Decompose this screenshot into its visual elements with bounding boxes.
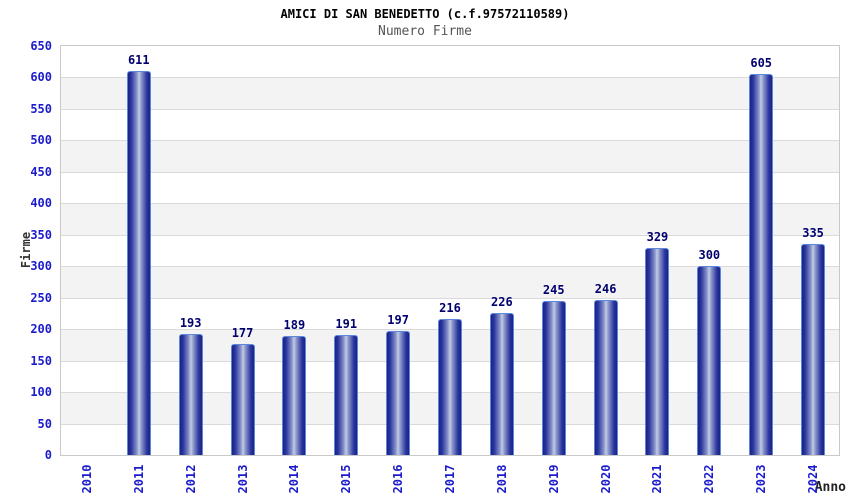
x-tick-label: 2020	[598, 464, 613, 494]
y-tick-label: 250	[30, 290, 52, 305]
y-tick-label: 450	[30, 164, 52, 179]
x-tick-label: 2021	[650, 464, 665, 494]
gridline	[61, 266, 839, 268]
gridline	[61, 140, 839, 142]
x-tick-label: 2011	[131, 464, 146, 494]
grid-band	[61, 203, 839, 235]
bar-value-label: 177	[231, 325, 254, 340]
gridline	[61, 297, 839, 299]
bar-value-label: 216	[439, 301, 461, 316]
grid-band	[61, 266, 839, 298]
bar-2023	[749, 74, 774, 455]
bar-value-label: 197	[387, 313, 409, 328]
x-tick-label: 2019	[546, 464, 561, 494]
x-tick-label: 2012	[183, 464, 198, 494]
x-tick-label: 2013	[235, 464, 250, 494]
bar-value-label: 193	[179, 315, 202, 330]
grid-band	[61, 234, 839, 267]
bar-2021	[645, 247, 670, 455]
bar-2018	[489, 312, 514, 455]
bar-2016	[386, 331, 411, 455]
grid-band	[61, 140, 839, 172]
y-tick-label: 600	[30, 70, 52, 85]
bar-2014	[282, 336, 307, 455]
bar-value-label: 329	[646, 229, 669, 244]
x-tick-label: 2014	[287, 464, 302, 494]
grid-band	[61, 108, 839, 141]
x-tick-label: 2024	[806, 464, 821, 494]
chart-subtitle: Numero Firme	[378, 24, 472, 39]
y-tick-label: 0	[44, 448, 52, 462]
y-tick-label: 300	[30, 259, 52, 274]
bar-value-label: 191	[335, 316, 358, 331]
bar-value-label: 189	[283, 318, 306, 333]
x-axis-title: Anno	[814, 480, 846, 495]
bar-value-label: 611	[127, 52, 150, 67]
x-tick-label: 2022	[702, 464, 717, 494]
y-tick-label: 350	[30, 227, 52, 242]
y-tick-label: 100	[30, 385, 52, 400]
bar-2012	[178, 333, 203, 455]
y-tick-label: 400	[30, 196, 52, 211]
x-tick-label: 2023	[754, 464, 769, 494]
x-tick-label: 2016	[391, 464, 406, 494]
y-tick-label: 150	[30, 353, 52, 368]
bar-2011	[126, 70, 151, 455]
x-tick-label: 2018	[494, 464, 509, 494]
chart-title: AMICI DI SAN BENEDETTO (c.f.97572110589)	[280, 7, 570, 21]
bar-2024	[801, 244, 826, 455]
bar-2020	[593, 300, 618, 455]
bar-2013	[230, 343, 255, 455]
bar-2022	[697, 266, 722, 455]
gridline	[61, 203, 839, 205]
bar-2019	[541, 300, 566, 455]
bar-value-label: 300	[698, 248, 721, 263]
bar-value-label: 335	[802, 226, 824, 241]
bar-value-label: 605	[750, 56, 773, 71]
plot-area: 611 193 177 189 191 197 216 226 245 246 329 300 605 3…	[60, 45, 840, 456]
bar-2017	[438, 319, 462, 455]
gridline	[61, 108, 839, 110]
y-tick-label: 650	[30, 39, 52, 53]
y-tick-label: 50	[37, 416, 52, 431]
x-tick-label: 2017	[443, 464, 457, 494]
gridline	[61, 77, 839, 79]
gridline	[61, 234, 839, 236]
grid-band	[61, 77, 839, 109]
x-tick-label: 2015	[339, 464, 354, 494]
grid-band	[61, 171, 839, 204]
bar-2015	[334, 334, 359, 455]
y-tick-label: 500	[30, 133, 52, 148]
gridline	[61, 171, 839, 173]
bar-value-label: 226	[491, 294, 513, 309]
bar-value-label: 246	[594, 282, 617, 297]
bar-value-label: 245	[542, 282, 565, 297]
grid-band	[61, 46, 839, 78]
y-tick-label: 200	[30, 322, 52, 337]
x-tick-label: 2010	[79, 464, 94, 494]
y-tick-label: 550	[30, 101, 52, 116]
